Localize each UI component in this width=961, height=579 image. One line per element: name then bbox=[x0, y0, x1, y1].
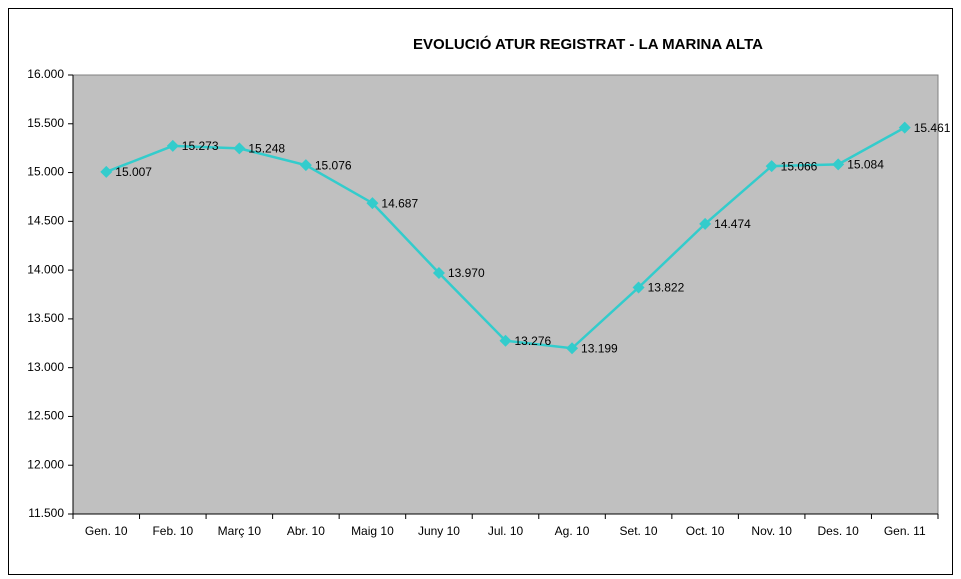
data-point bbox=[499, 334, 512, 347]
y-tick-label: 11.500 bbox=[28, 506, 64, 520]
x-tick-label: Feb. 10 bbox=[152, 524, 193, 538]
x-tick-label: Set. 10 bbox=[620, 524, 658, 538]
data-label: 15.007 bbox=[115, 165, 152, 179]
data-label: 13.276 bbox=[515, 334, 552, 348]
data-label: 13.199 bbox=[581, 341, 618, 355]
x-tick-label: Nov. 10 bbox=[751, 524, 792, 538]
data-point bbox=[299, 159, 312, 172]
data-point bbox=[233, 142, 246, 155]
data-label: 15.248 bbox=[248, 142, 285, 156]
x-tick-label: Abr. 10 bbox=[287, 524, 325, 538]
chart-title: EVOLUCIÓ ATUR REGISTRAT - LA MARINA ALTA bbox=[413, 35, 763, 53]
data-label: 14.474 bbox=[714, 217, 751, 231]
x-tick-label: Ag. 10 bbox=[555, 524, 590, 538]
y-tick-label: 16.000 bbox=[27, 67, 64, 81]
x-tick-label: Gen. 10 bbox=[85, 524, 128, 538]
data-label: 13.970 bbox=[448, 266, 485, 280]
x-tick-label: Març 10 bbox=[218, 524, 262, 538]
x-tick-label: Des. 10 bbox=[818, 524, 860, 538]
data-label: 15.273 bbox=[182, 139, 219, 153]
data-point bbox=[166, 139, 179, 152]
data-point bbox=[566, 342, 579, 355]
data-point bbox=[366, 197, 379, 210]
data-point bbox=[898, 121, 911, 134]
data-point bbox=[632, 281, 645, 294]
data-label: 15.461 bbox=[914, 121, 951, 135]
data-label: 15.084 bbox=[847, 158, 884, 172]
y-tick-label: 13.000 bbox=[27, 360, 64, 374]
y-tick-label: 15.500 bbox=[27, 116, 64, 130]
data-point bbox=[765, 160, 778, 173]
y-tick-label: 14.500 bbox=[27, 214, 64, 228]
data-point bbox=[432, 267, 445, 280]
y-tick-label: 13.500 bbox=[27, 311, 64, 325]
data-point bbox=[832, 158, 845, 171]
data-point bbox=[699, 217, 712, 230]
data-label: 15.076 bbox=[315, 158, 352, 172]
y-tick-label: 12.500 bbox=[27, 409, 64, 423]
x-tick-label: Maig 10 bbox=[351, 524, 394, 538]
data-label: 14.687 bbox=[381, 196, 418, 210]
data-label: 13.822 bbox=[648, 281, 685, 295]
y-tick-label: 12.000 bbox=[27, 457, 64, 471]
x-tick-label: Jul. 10 bbox=[488, 524, 524, 538]
x-tick-label: Oct. 10 bbox=[686, 524, 725, 538]
data-point bbox=[100, 165, 113, 178]
y-tick-label: 15.000 bbox=[27, 165, 64, 179]
y-tick-label: 14.000 bbox=[27, 262, 64, 276]
x-tick-label: Juny 10 bbox=[418, 524, 460, 538]
x-tick-label: Gen. 11 bbox=[884, 524, 926, 538]
data-label: 15.066 bbox=[781, 159, 818, 173]
